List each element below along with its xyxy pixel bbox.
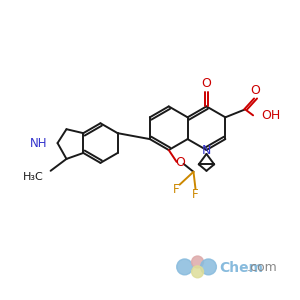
Circle shape <box>200 259 216 275</box>
Text: O: O <box>202 77 212 90</box>
Circle shape <box>192 256 203 268</box>
Text: H₃C: H₃C <box>23 172 44 182</box>
Text: OH: OH <box>261 109 280 122</box>
Text: NH: NH <box>30 136 48 150</box>
Circle shape <box>177 259 193 275</box>
Text: O: O <box>250 84 260 97</box>
Text: N: N <box>202 143 211 157</box>
Text: O: O <box>176 156 185 170</box>
Circle shape <box>192 266 203 278</box>
Text: Chem: Chem <box>219 261 263 275</box>
Text: F: F <box>192 188 199 201</box>
Text: F: F <box>173 183 180 196</box>
Text: .com: .com <box>247 261 278 274</box>
